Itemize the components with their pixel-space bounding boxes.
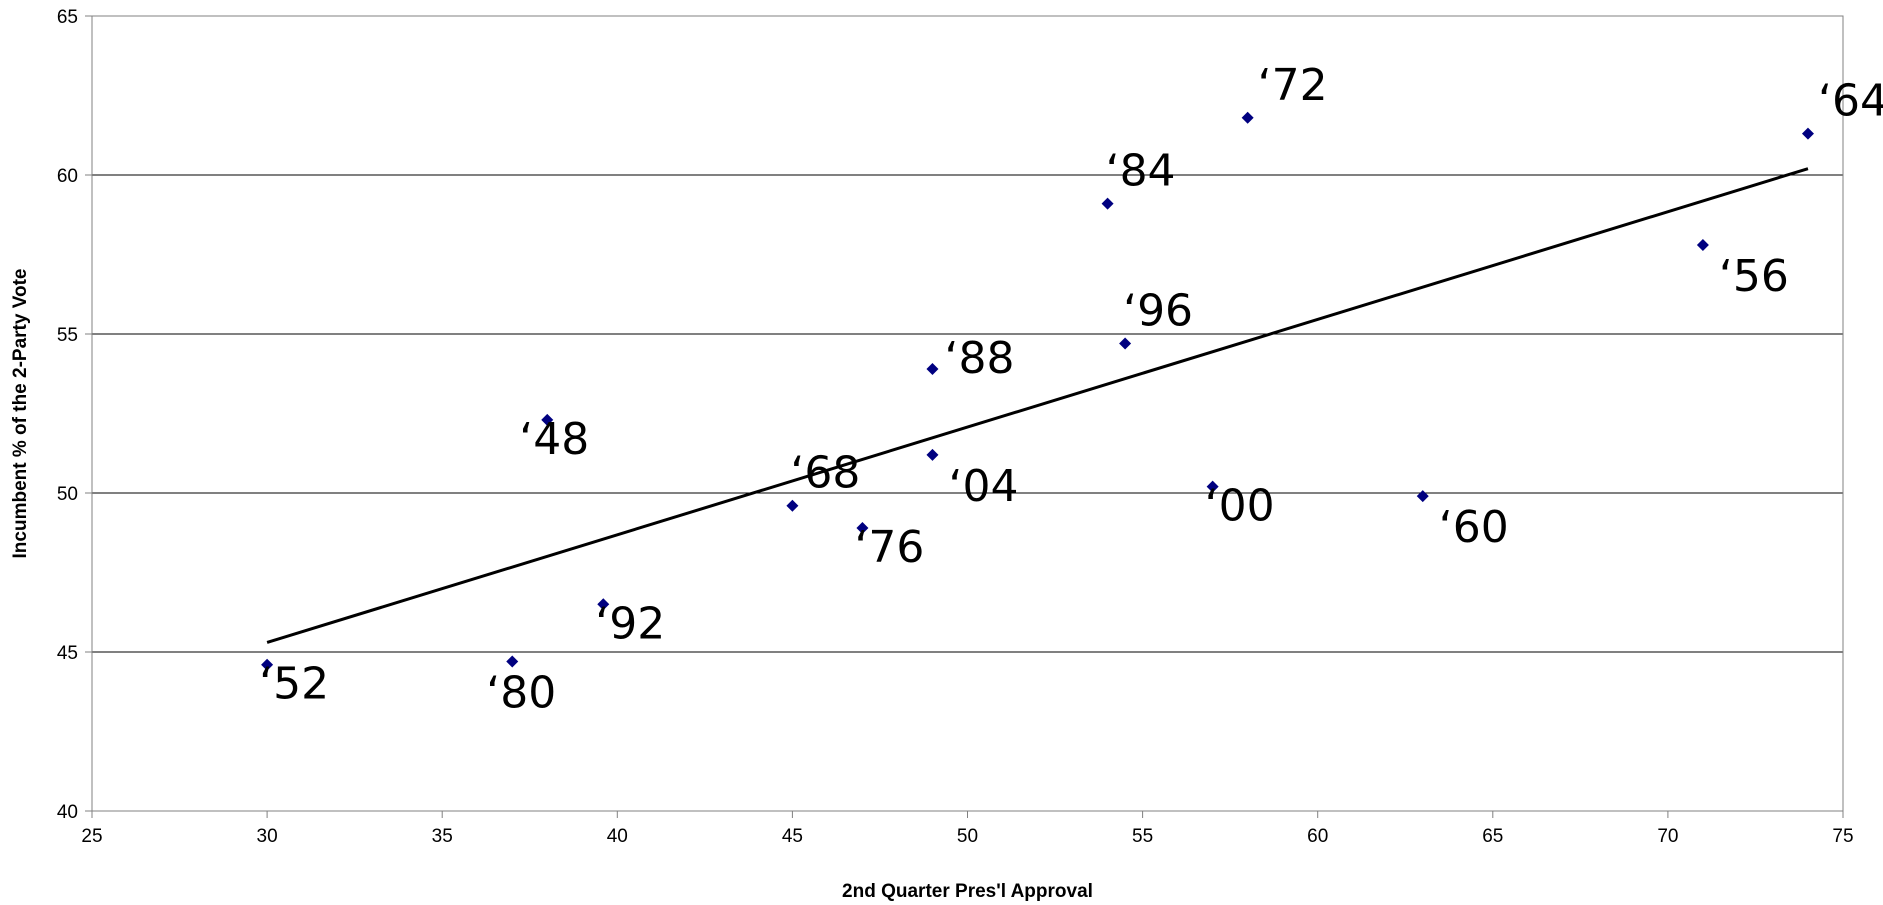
data-point-marker — [786, 499, 799, 512]
data-point-marker — [541, 413, 554, 426]
y-tick-label: 45 — [57, 643, 78, 664]
data-point-marker — [1241, 111, 1254, 124]
data-point-marker — [1696, 238, 1709, 251]
data-point-marker — [1206, 480, 1219, 493]
data-point-label: ‘56 — [1719, 251, 1789, 302]
x-tick-label: 65 — [1482, 826, 1503, 847]
data-point-label: ‘88 — [944, 333, 1014, 384]
x-tick-label: 30 — [257, 826, 278, 847]
data-point-label: ‘48 — [519, 414, 589, 465]
data-point-label: ‘92 — [595, 598, 665, 649]
x-tick-label: 75 — [1832, 826, 1853, 847]
data-point-label: ‘52 — [259, 659, 329, 710]
x-tick-label: 60 — [1307, 826, 1328, 847]
axis-ticks: 40 45 50 55 60 65 25 30 35 40 45 50 55 60 65 70 75 — [57, 7, 1854, 847]
data-point-label: ‘68 — [790, 448, 860, 499]
data-point-label: ‘84 — [1106, 146, 1176, 197]
x-tick-label: 50 — [957, 826, 978, 847]
x-axis-title: 2nd Quarter Pres'l Approval — [842, 881, 1093, 902]
x-tick-label: 45 — [782, 826, 803, 847]
y-tick-label: 50 — [57, 484, 78, 505]
x-tick-label: 70 — [1657, 826, 1678, 847]
data-point-marker — [1101, 197, 1114, 210]
data-point-marker — [1119, 337, 1132, 350]
x-tick-label: 35 — [432, 826, 453, 847]
y-axis-title: Incumbent % of the 2-Party Vote — [10, 269, 31, 559]
data-point-label: ‘60 — [1439, 502, 1509, 553]
data-point-marker — [1416, 490, 1429, 503]
data-point-label: ‘72 — [1258, 60, 1328, 111]
trendline-layer — [266, 167, 1809, 644]
x-tick-label: 25 — [81, 826, 102, 847]
data-point-marker — [597, 598, 610, 611]
y-tick-label: 40 — [57, 802, 78, 823]
plot-area-frame — [91, 15, 1844, 812]
y-tick-label: 55 — [57, 325, 78, 346]
data-point-marker — [261, 658, 274, 671]
x-tick-label: 40 — [607, 826, 628, 847]
data-point-label: ‘76 — [854, 522, 924, 573]
data-points — [261, 111, 1814, 671]
data-point-label: ‘00 — [1205, 481, 1275, 532]
trendline — [266, 167, 1809, 644]
data-point-marker — [856, 521, 869, 534]
data-point-label: ‘64 — [1818, 76, 1883, 127]
data-point-marker — [926, 448, 939, 461]
point-labels: ‘52 ‘80 ‘48 ‘92 ‘68 ‘76 ‘88 ‘04 ‘84 ‘96 ‘00 ‘72 ‘60 ‘… — [259, 60, 1883, 719]
data-point-label: ‘80 — [486, 668, 556, 719]
data-point-label: ‘96 — [1123, 286, 1193, 337]
data-point-marker — [926, 362, 939, 375]
data-point-marker — [1801, 127, 1814, 140]
y-tick-label: 65 — [57, 7, 78, 28]
x-tick-label: 55 — [1132, 826, 1153, 847]
y-tick-label: 60 — [57, 166, 78, 187]
data-point-marker — [506, 655, 519, 668]
data-point-label: ‘04 — [948, 461, 1018, 512]
grid-lines — [92, 174, 1843, 653]
